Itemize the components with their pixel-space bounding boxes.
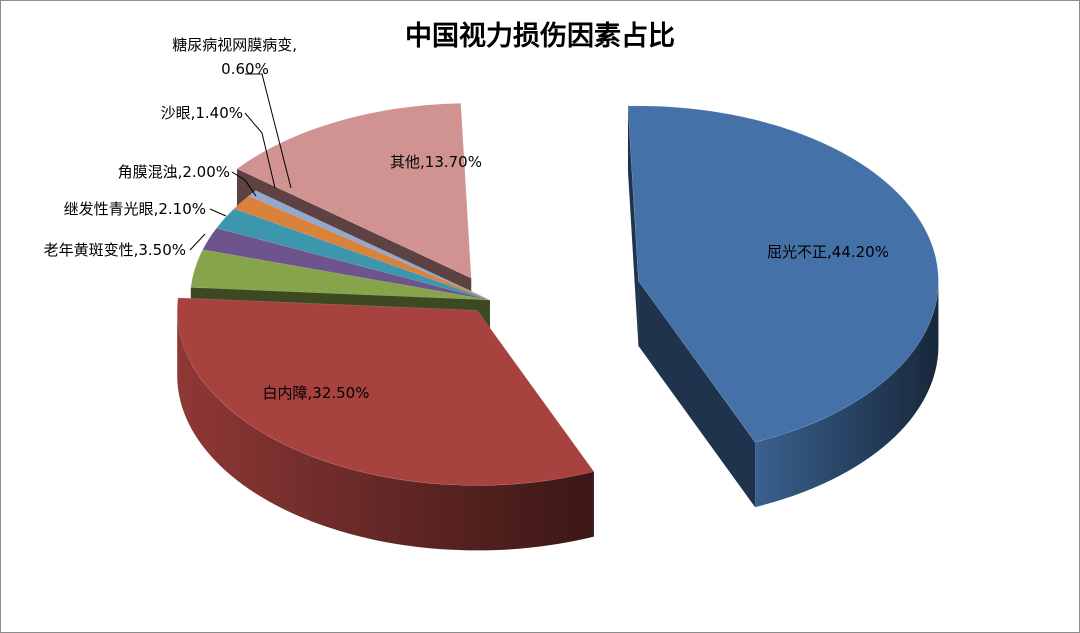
pie-slice-2 xyxy=(177,297,595,486)
pie-slice-radial-wall xyxy=(627,106,639,346)
data-label: 继发性青光眼,2.10% xyxy=(64,200,206,218)
data-label: 屈光不正,44.20% xyxy=(767,243,889,261)
pie-slice-7 xyxy=(248,190,491,301)
pie-slice-8 xyxy=(236,102,472,279)
pie-slice-outer-wall xyxy=(177,310,594,551)
pie-slice-outer-wall xyxy=(755,280,939,508)
leader-line xyxy=(244,112,276,189)
leader-line xyxy=(209,208,227,217)
pie-slice-3 xyxy=(190,249,491,301)
pie-slice-4 xyxy=(202,227,491,301)
data-label-value: 0.60% xyxy=(221,60,269,78)
leader-line xyxy=(231,171,257,197)
pie-slice-5 xyxy=(216,208,491,301)
pie-slice-6 xyxy=(233,195,491,301)
data-label: 白内障,32.50% xyxy=(263,384,370,402)
pie-slice-1 xyxy=(627,105,939,443)
pie-slice-radial-wall xyxy=(638,280,756,508)
data-label: 老年黄斑变性,3.50% xyxy=(44,241,186,259)
data-label: 角膜混浊,2.00% xyxy=(118,163,230,181)
data-label: 沙眼,1.40% xyxy=(161,104,243,122)
chart-title: 中国视力损伤因素占比 xyxy=(405,21,675,52)
data-label: 其他,13.70% xyxy=(390,153,482,171)
data-label: 糖尿病视网膜病变, xyxy=(172,36,297,54)
leader-line xyxy=(245,73,292,189)
leader-line xyxy=(189,233,206,251)
